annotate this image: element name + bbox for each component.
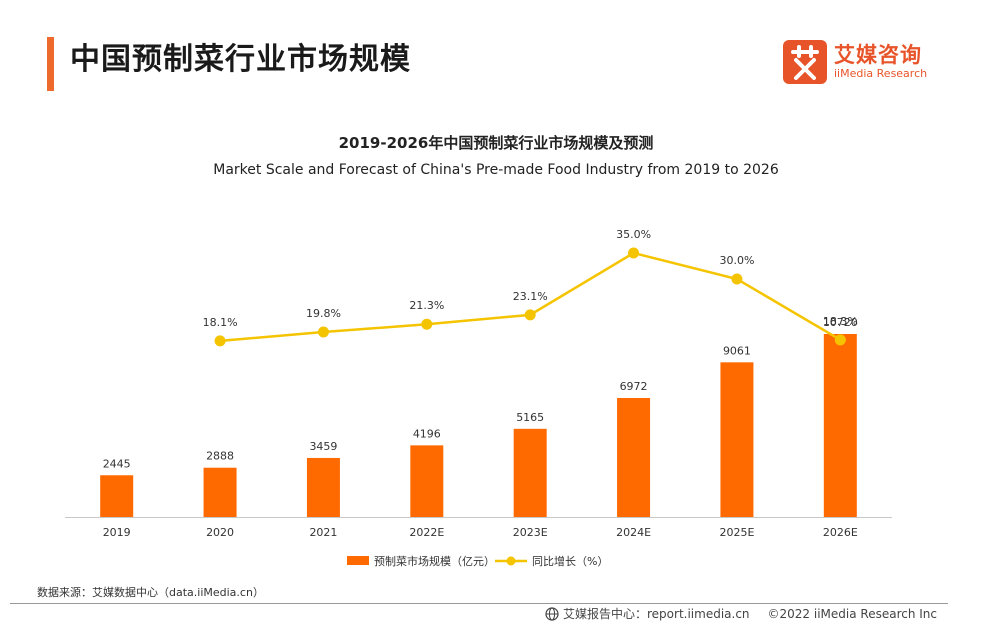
x-tick-2019: 2019: [103, 526, 131, 539]
iimedia-logo: 艾媒咨询 iiMedia Research: [783, 40, 927, 84]
bar-label-2024E: 6972: [620, 380, 648, 393]
bar-label-2020: 2888: [206, 450, 234, 463]
logo-text-cn: 艾媒咨询: [834, 43, 922, 67]
growth-label-2026E: 18.3%: [823, 315, 858, 328]
bar-2019: [100, 475, 134, 517]
growth-label-2024E: 35.0%: [616, 228, 651, 241]
legend-line-marker: [506, 556, 516, 566]
x-tick-2024E: 2024E: [616, 526, 651, 539]
page-title: 中国预制菜行业市场规模: [70, 42, 411, 77]
bar-2023E: [513, 428, 547, 517]
x-tick-2022E: 2022E: [409, 526, 444, 539]
growth-label-2021: 19.8%: [306, 307, 341, 320]
chart-subtitle: Market Scale and Forecast of China's Pre…: [213, 162, 779, 178]
report-center-link[interactable]: 艾媒报告中心：report.iimedia.cn: [563, 607, 750, 621]
growth-point-2026E: [834, 334, 846, 346]
x-tick-2020: 2020: [206, 526, 234, 539]
bar-2020: [203, 467, 237, 517]
bar-label-2019: 2445: [103, 457, 131, 470]
x-tick-2023E: 2023E: [513, 526, 548, 539]
x-tick-2025E: 2025E: [719, 526, 754, 539]
growth-point-2024E: [628, 247, 640, 259]
chart-title: 2019-2026年中国预制菜行业市场规模及预测: [338, 134, 654, 152]
copyright: ©2022 iiMedia Research Inc: [767, 606, 938, 621]
globe-icon: [545, 606, 559, 621]
legend-bar-swatch: [347, 556, 369, 565]
growth-label-2020: 18.1%: [203, 316, 238, 329]
data-source: 数据来源：艾媒数据中心（data.iiMedia.cn）: [37, 586, 264, 599]
bar-2026E: [823, 334, 857, 517]
growth-point-2021: [317, 326, 329, 338]
x-tick-2021: 2021: [309, 526, 337, 539]
x-tick-2026E: 2026E: [823, 526, 858, 539]
legend-line-label: 同比增长（%）: [532, 554, 608, 568]
growth-point-2022E: [421, 318, 433, 330]
bar-label-2026E: 10720: [823, 316, 858, 329]
logo-mark-icon: [783, 40, 827, 84]
bar-label-2022E: 4196: [413, 427, 441, 440]
growth-label-2023E: 23.1%: [513, 290, 548, 303]
footer: 艾媒报告中心：report.iimedia.cn ©2022 iiMedia R…: [545, 605, 937, 622]
bar-label-2025E: 9061: [723, 344, 751, 357]
title-accent-bar: [47, 37, 54, 91]
legend-bar-label: 预制菜市场规模（亿元）: [374, 554, 495, 568]
bar-2025E: [720, 362, 754, 517]
growth-label-2022E: 21.3%: [409, 299, 444, 312]
growth-label-2025E: 30.0%: [719, 254, 754, 267]
bar-2022E: [410, 445, 444, 517]
growth-point-2023E: [524, 309, 536, 321]
bar-2024E: [617, 397, 651, 517]
bar-2021: [306, 457, 340, 517]
logo-text-en: iiMedia Research: [834, 67, 928, 80]
footer-divider: [10, 603, 948, 604]
growth-point-2025E: [731, 273, 743, 285]
bar-label-2023E: 5165: [516, 411, 544, 424]
bar-label-2021: 3459: [309, 440, 337, 453]
growth-point-2020: [214, 335, 226, 347]
